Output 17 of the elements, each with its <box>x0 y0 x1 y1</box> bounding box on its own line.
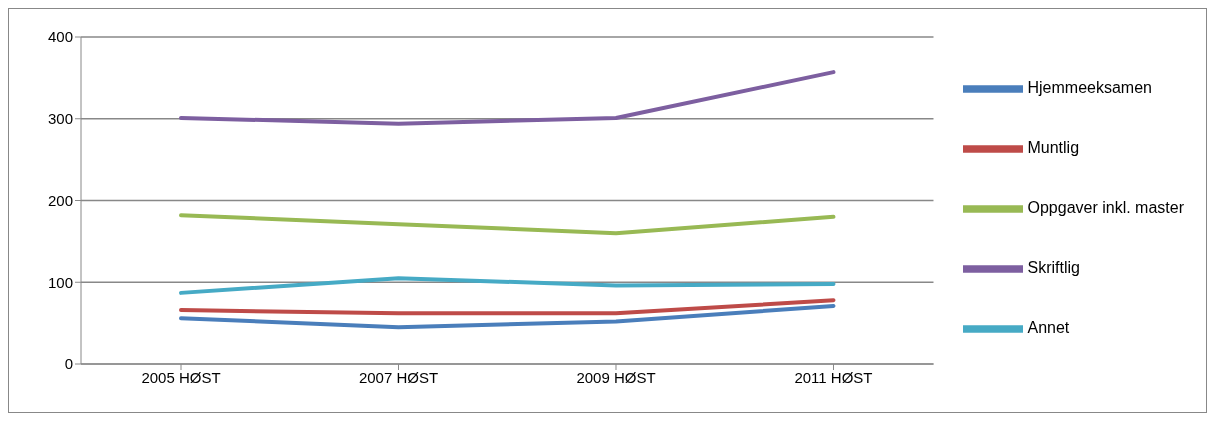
legend-label: Oppgaver inkl. master <box>1027 199 1184 217</box>
legend-label: Annet <box>1027 319 1070 337</box>
line-series <box>179 213 836 236</box>
y-tick-label: 0 <box>64 355 73 373</box>
x-tick-label: 2007 HØST <box>358 368 439 386</box>
legend-label: Skriftlig <box>1027 259 1080 277</box>
line-series <box>179 303 836 330</box>
legend-label: Muntlig <box>1027 139 1080 157</box>
x-tick-label: 2009 HØST <box>576 368 656 386</box>
line-series <box>179 276 836 295</box>
legend-label: Hjemmeeksamen <box>1027 79 1152 97</box>
y-tick-label: 100 <box>47 273 73 291</box>
x-tick-label: 2005 HØST <box>141 368 221 386</box>
y-tick-label: 400 <box>47 28 73 46</box>
y-tick-label: 200 <box>47 191 73 209</box>
y-tick-label: 300 <box>47 110 73 128</box>
x-tick-label: 2011 HØST <box>794 368 873 386</box>
